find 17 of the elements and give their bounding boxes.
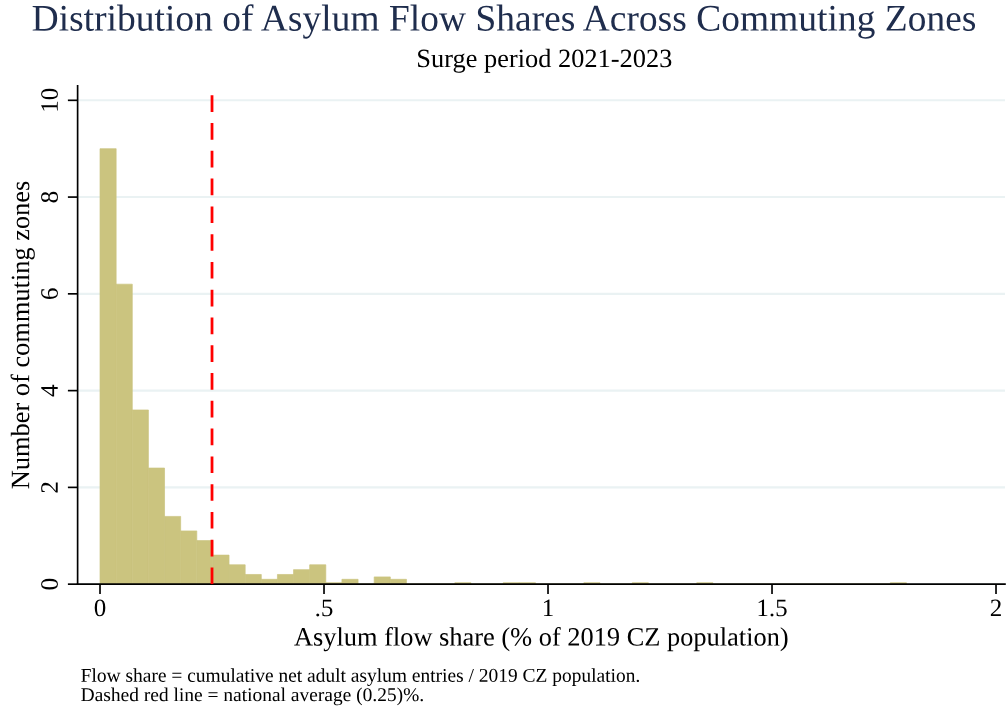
y-tick-label: 2 (41, 482, 58, 493)
text: Dashed red line = national average (0.25)%. (81, 687, 423, 706)
y-tick-label: 8 (41, 191, 58, 203)
x-tick-label: 1 (543, 599, 553, 617)
x-tick-label: 2 (990, 599, 1001, 617)
chart-title: Distribution of Asylum Flow Shares Across Commuting Zones (32, 4, 976, 39)
y-tick-label: 10 (41, 88, 58, 111)
x-axis-title: Asylum flow share (% of 2019 CZ population) (294, 626, 788, 652)
x-tick-label: 1.5 (758, 599, 787, 617)
y-tick-label: 0 (41, 578, 58, 590)
y-axis-title: Number of commuting zones (10, 181, 35, 489)
chart-subtitle: Surge period 2021-2023 (418, 48, 672, 73)
y-tick-label: 4 (41, 384, 58, 397)
x-tick-label: .5 (316, 599, 333, 617)
text: Flow share = cumulative net adult asylum entries / 2019 CZ population. (81, 668, 639, 686)
y-tick-label: 6 (41, 288, 58, 300)
x-tick-label: 0 (94, 599, 106, 617)
